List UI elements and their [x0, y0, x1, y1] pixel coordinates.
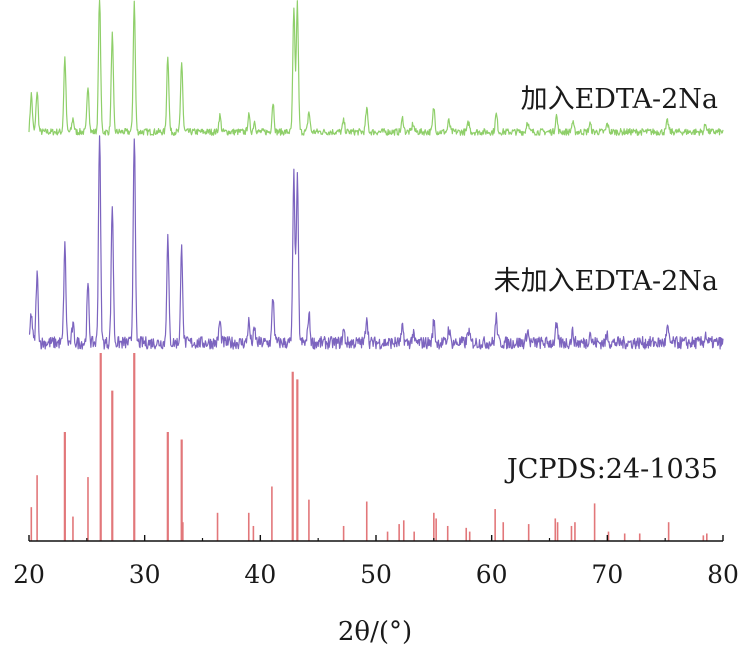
x-tick-label: 70 — [591, 560, 623, 589]
x-axis-label: 2θ/(°) — [338, 617, 412, 647]
traces-group — [28, 0, 724, 541]
series-label-edta: 加入EDTA-2Na — [521, 84, 718, 115]
x-tick-label: 80 — [707, 560, 739, 589]
series-line-0 — [28, 0, 724, 136]
series-label-jcpds: JCPDS:24-1035 — [504, 454, 718, 485]
reference-sticks — [30, 353, 708, 541]
x-tick-label: 50 — [360, 560, 392, 589]
series-line-1 — [28, 135, 724, 350]
x-tick-label: 30 — [129, 560, 161, 589]
x-tick-label: 20 — [13, 560, 45, 589]
labels-group: 加入EDTA-2Na 未加入EDTA-2Na JCPDS:24-1035 2θ/… — [338, 84, 718, 647]
x-axis: 20 30 40 50 60 70 80 — [13, 535, 739, 589]
series-label-no-edta: 未加入EDTA-2Na — [494, 266, 718, 297]
x-tick-label: 60 — [476, 560, 508, 589]
x-tick-label: 40 — [244, 560, 276, 589]
